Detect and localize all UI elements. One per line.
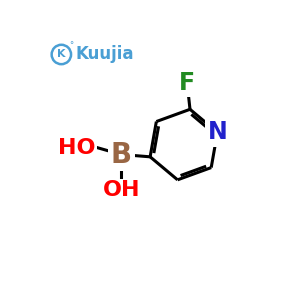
Text: K: K [57,50,66,59]
Text: N: N [208,120,227,144]
Text: F: F [179,71,195,95]
Text: HO: HO [58,138,96,158]
Text: °: ° [69,41,73,50]
Text: Kuujia: Kuujia [76,46,134,64]
Text: B: B [111,140,132,169]
Text: OH: OH [103,180,140,200]
